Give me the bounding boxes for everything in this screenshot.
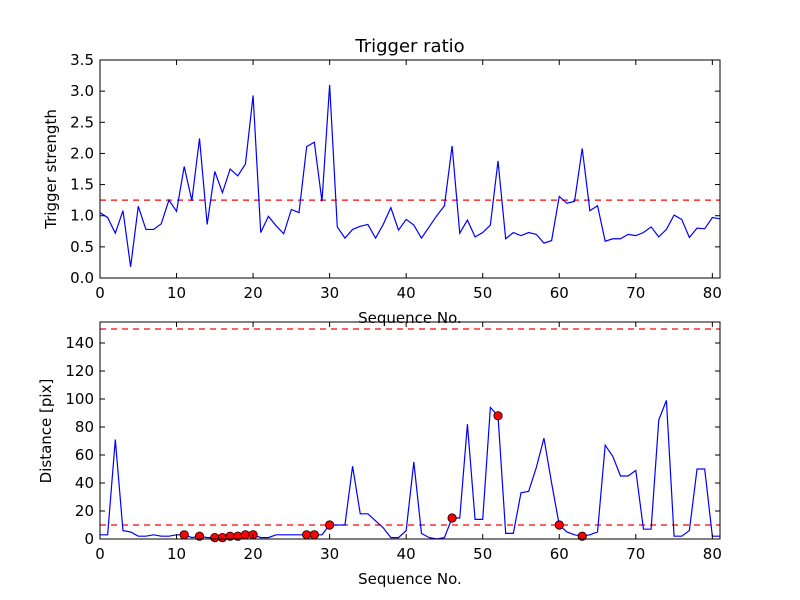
data-point	[179, 530, 189, 540]
x-tick-label: 20	[244, 284, 263, 302]
x-tick-label: 0	[95, 545, 105, 563]
y-axis-label: Trigger strength	[42, 109, 60, 230]
x-tick-label: 10	[167, 284, 186, 302]
data-point	[240, 530, 251, 540]
x-tick-label: 50	[473, 545, 492, 563]
x-tick-label: 70	[626, 545, 645, 563]
y-tick-label: 0	[84, 530, 94, 548]
x-axis-label: Sequence No.	[358, 570, 462, 588]
series-line	[99, 84, 721, 267]
y-tick-label: 3.5	[70, 51, 94, 69]
data-point	[554, 520, 564, 530]
y-tick-label: 80	[75, 418, 94, 436]
chart-title: Trigger ratio	[354, 36, 464, 57]
y-tick-label: 1.0	[70, 207, 94, 225]
y-axis-label: Distance [pix]	[37, 379, 55, 484]
x-tick-label: 30	[320, 545, 339, 563]
x-tick-label: 30	[320, 284, 339, 302]
y-tick-label: 60	[75, 446, 94, 464]
x-tick-label: 70	[626, 284, 645, 302]
data-point	[309, 530, 319, 540]
x-tick-label: 20	[244, 545, 263, 563]
x-tick-label: 80	[703, 284, 722, 302]
data-point	[210, 532, 220, 543]
y-tick-label: 40	[75, 474, 94, 492]
x-tick-label: 80	[703, 545, 722, 563]
y-tick-label: 120	[65, 362, 94, 380]
x-axis-label: Sequence No.	[358, 309, 462, 327]
x-tick-label: 60	[550, 284, 569, 302]
x-tick-label: 50	[473, 284, 492, 302]
data-point	[447, 513, 457, 523]
y-tick-label: 20	[75, 502, 94, 520]
data-point	[217, 532, 228, 543]
x-tick-label: 40	[397, 284, 416, 302]
distance-chart: 0 10 20 30 40 50 60 70 80 0 20 40 60 80 100 120 140 Sequ…	[37, 321, 722, 588]
data-point	[302, 530, 312, 540]
y-tick-label: 100	[65, 390, 94, 408]
data-point	[493, 411, 503, 421]
x-tick-label: 60	[550, 545, 569, 563]
x-tick-label: 10	[167, 545, 186, 563]
y-tick-label: 0.5	[70, 238, 94, 256]
x-tick-label: 0	[95, 284, 105, 302]
x-tick-label: 40	[397, 545, 416, 563]
y-tick-label: 140	[65, 334, 94, 352]
data-point	[194, 531, 205, 541]
y-tick-label: 2.0	[70, 144, 94, 162]
data-point	[325, 520, 335, 530]
data-point	[577, 531, 587, 541]
y-tick-label: 2.5	[70, 113, 94, 131]
y-tick-label: 1.5	[70, 176, 94, 194]
y-tick-label: 3.0	[70, 82, 94, 100]
y-tick-label: 0.0	[70, 269, 94, 287]
